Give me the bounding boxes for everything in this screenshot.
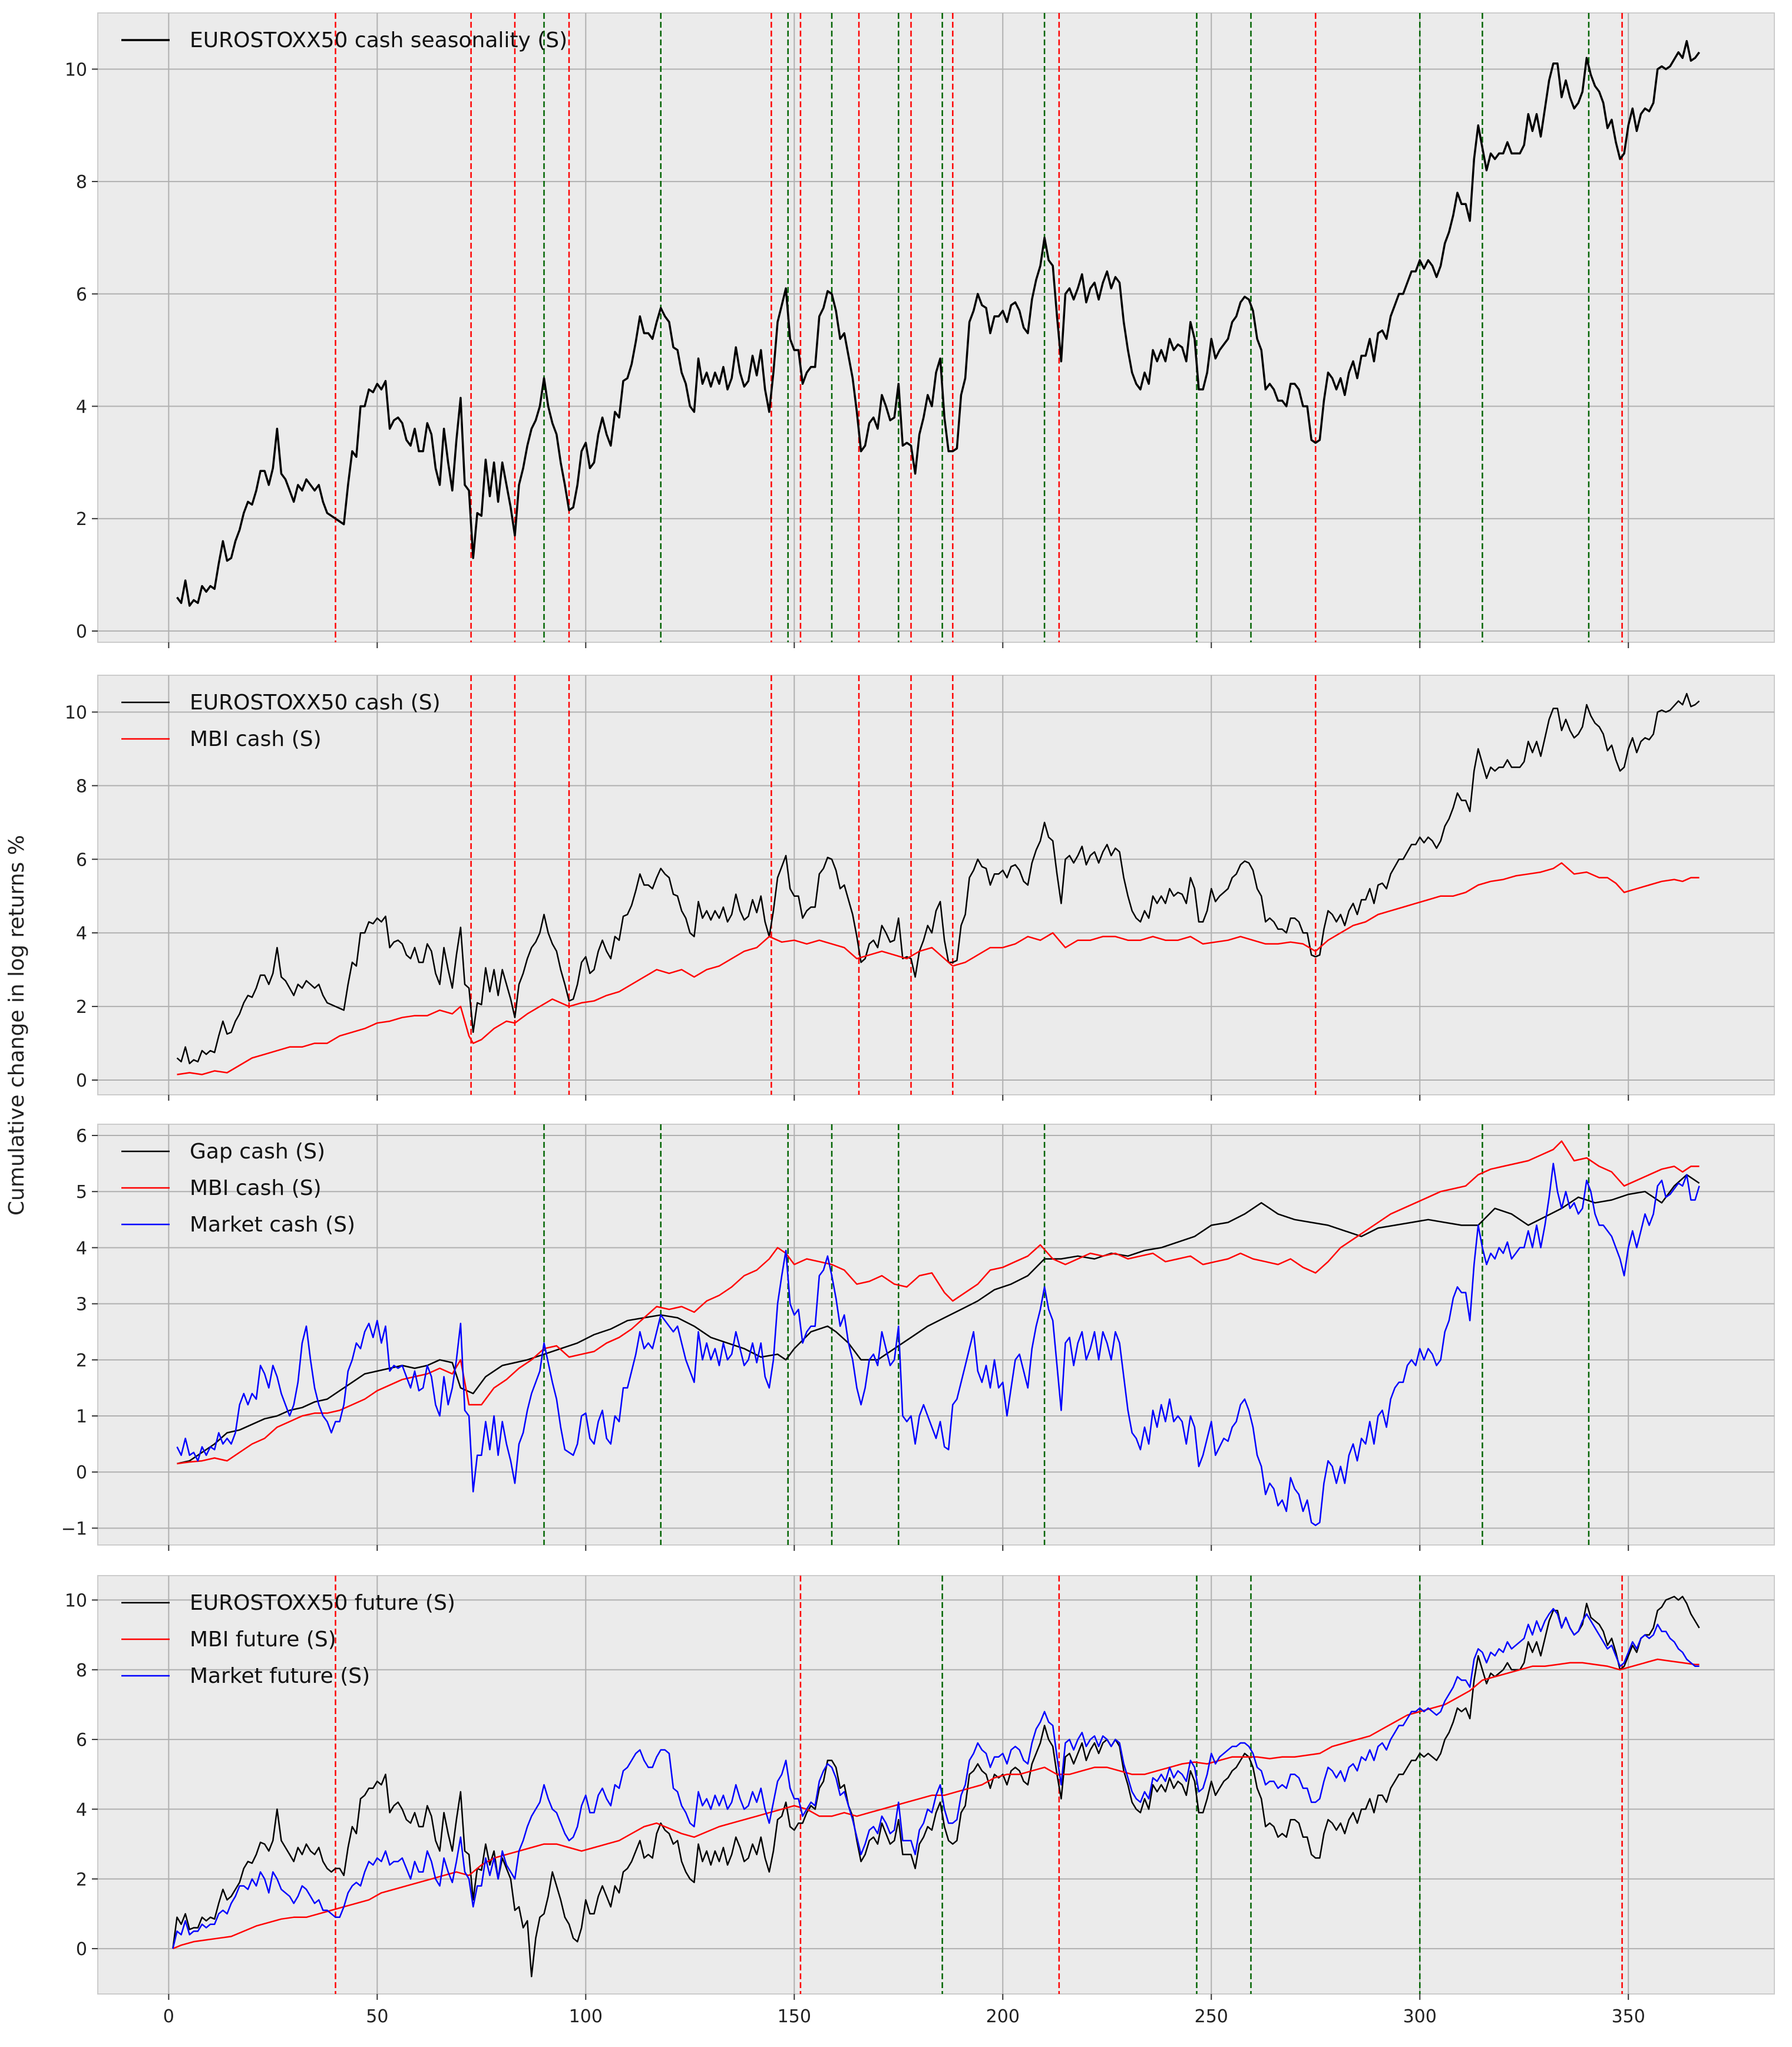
plot-area [97, 1124, 1775, 1546]
plot-lines [176, 13, 1701, 642]
plot-lines [176, 675, 1700, 1095]
x-tick-label: 250 [1195, 2006, 1228, 2027]
x-tick-label: 50 [366, 2006, 388, 2027]
x-tick-label: 150 [778, 2006, 811, 2027]
y-tick-label: 6 [76, 1730, 87, 1751]
plot-lines [176, 1124, 1700, 1545]
y-tick-label: 0 [76, 1939, 87, 1960]
y-tick-label: 8 [76, 776, 87, 797]
x-tick-label: 100 [569, 2006, 603, 2027]
y-tick-label: 8 [76, 172, 87, 193]
series-line-1 [176, 692, 1700, 1065]
chart-panel-3: −1 0 1 2 3 4 5 6 Gap cash (S) MBI cash (S) Market … [61, 1124, 1775, 1551]
legend-label: MBI cash (S) [190, 1176, 322, 1200]
y-tick-label: 5 [76, 1182, 87, 1203]
plot-area [97, 675, 1775, 1095]
plot-area [97, 1575, 1775, 1995]
y-tick-label: −1 [61, 1518, 87, 1539]
legend-label: EUROSTOXX50 cash (S) [190, 691, 441, 715]
series-line-1 [176, 39, 1701, 607]
series-line-1 [172, 1596, 1700, 1977]
y-tick-label: 2 [76, 1351, 87, 1371]
y-tick-label: 6 [76, 285, 87, 305]
series-line-3 [176, 1163, 1700, 1526]
y-tick-label: 6 [76, 850, 87, 870]
chart-panel-2: 0 2 4 6 8 10 EUROSTOXX50 cash (S) MBI cash (S) [65, 675, 1775, 1101]
series-line-2 [177, 1140, 1700, 1465]
y-tick-label: 2 [76, 1870, 87, 1890]
y-tick-label: 6 [76, 1126, 87, 1147]
x-tick-label: 350 [1612, 2006, 1645, 2027]
legend-label: MBI cash (S) [190, 727, 322, 751]
legend-label: EUROSTOXX50 cash seasonality (S) [190, 28, 567, 52]
y-tick-label: 2 [76, 997, 87, 1018]
y-tick-label: 2 [76, 509, 87, 530]
y-tick-label: 10 [65, 60, 87, 80]
x-tick-label: 0 [163, 2006, 174, 2027]
chart-panel-4: 0 50 100 150 200 250 300 350 0 2 4 6 8 10 EUROSTOXX50 … [65, 1575, 1775, 2027]
chart-panel-1: 0 2 4 6 8 10 EUROSTOXX50 cash seasonality (S) [65, 12, 1775, 648]
y-tick-label: 4 [76, 397, 87, 418]
legend-label: Market cash (S) [190, 1213, 355, 1237]
y-tick-label: 4 [76, 1238, 87, 1259]
plot-area [97, 12, 1775, 643]
legend-label: Market future (S) [190, 1664, 370, 1688]
y-tick-label: 10 [65, 702, 87, 723]
y-tick-label: 4 [76, 923, 87, 944]
x-tick-label: 200 [986, 2006, 1020, 2027]
y-tick-label: 0 [76, 1071, 87, 1091]
series-line-2 [172, 1658, 1700, 1950]
y-tick-label: 4 [76, 1800, 87, 1820]
y-tick-label: 1 [76, 1407, 87, 1427]
x-tick-label: 300 [1403, 2006, 1437, 2027]
legend-label: MBI future (S) [190, 1627, 336, 1652]
y-axis-label: Cumulative change in log returns % [5, 835, 29, 1216]
y-tick-label: 8 [76, 1660, 87, 1681]
plot-lines [172, 1576, 1700, 1994]
series-line-2 [177, 862, 1700, 1075]
legend-label: EUROSTOXX50 future (S) [190, 1591, 455, 1615]
series-line-3 [172, 1607, 1700, 1949]
legend-label: Gap cash (S) [190, 1140, 325, 1164]
y-tick-label: 10 [65, 1590, 87, 1611]
y-tick-label: 3 [76, 1295, 87, 1315]
y-tick-label: 0 [76, 1462, 87, 1483]
y-tick-label: 0 [76, 622, 87, 642]
